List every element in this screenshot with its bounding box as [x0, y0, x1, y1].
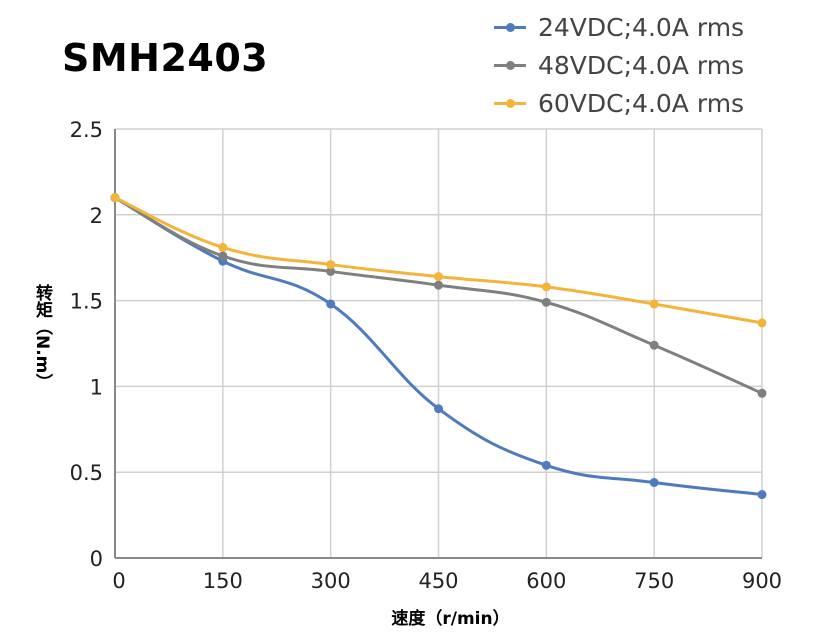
- legend-label: 48VDC;4.0A rms: [538, 50, 745, 80]
- data-point: [649, 299, 659, 309]
- data-point: [649, 477, 659, 487]
- data-point: [541, 460, 551, 470]
- data-point: [326, 260, 336, 270]
- x-tick-label: 450: [418, 569, 458, 593]
- y-tick-label: 0.5: [70, 461, 103, 485]
- legend-swatch: [494, 22, 526, 32]
- data-point: [649, 340, 659, 350]
- legend-label: 24VDC;4.0A rms: [538, 12, 745, 42]
- legend-item: 60VDC;4.0A rms: [494, 84, 744, 122]
- data-point: [541, 282, 551, 292]
- y-tick-label: 2: [90, 204, 103, 228]
- data-point: [434, 404, 443, 414]
- legend-label: 60VDC;4.0A rms: [538, 88, 745, 118]
- y-tick-label: 0: [90, 547, 103, 571]
- data-point: [218, 242, 228, 252]
- legend-item: 48VDC;4.0A rms: [494, 46, 744, 84]
- legend-item: 24VDC;4.0A rms: [494, 8, 744, 46]
- data-point: [110, 193, 120, 203]
- x-axis-label: 速度（r/min）: [391, 609, 510, 629]
- data-point: [757, 490, 767, 500]
- data-point: [434, 272, 443, 282]
- data-point: [757, 388, 767, 398]
- x-tick-label: 0: [112, 569, 125, 593]
- data-point: [434, 280, 443, 290]
- chart-title: SMH2403: [62, 36, 269, 80]
- x-tick-label: 300: [311, 569, 351, 593]
- data-point: [541, 297, 551, 307]
- y-tick-label: 2.5: [70, 118, 103, 142]
- legend: 24VDC;4.0A rms 48VDC;4.0A rms 60VDC;4.0A…: [494, 8, 744, 122]
- data-point: [326, 266, 336, 276]
- data-point: [218, 251, 228, 261]
- x-tick-label: 750: [634, 569, 674, 593]
- data-point: [757, 318, 767, 328]
- data-point: [326, 299, 336, 309]
- x-tick-label: 900: [742, 569, 782, 593]
- y-tick-label: 1: [90, 375, 103, 399]
- legend-swatch: [494, 98, 526, 108]
- legend-swatch: [494, 60, 526, 70]
- y-tick-label: 1.5: [70, 290, 103, 314]
- y-axis-label: 转矩（N.m）: [32, 284, 52, 391]
- x-tick-label: 600: [526, 569, 566, 593]
- x-tick-label: 150: [203, 569, 243, 593]
